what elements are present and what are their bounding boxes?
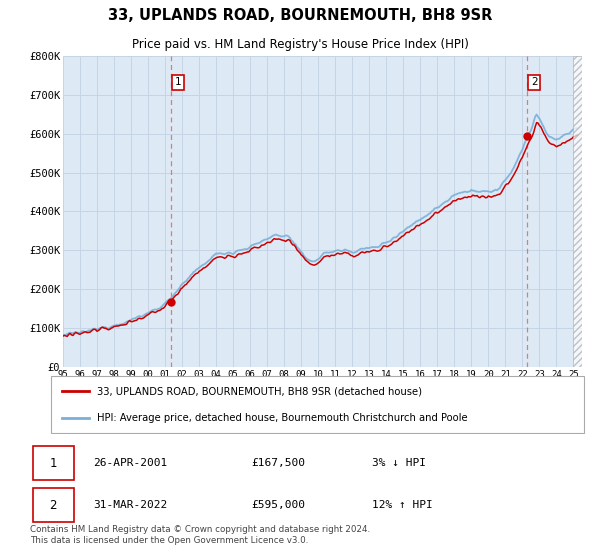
Text: 12% ↑ HPI: 12% ↑ HPI [372,500,433,510]
Text: 3% ↓ HPI: 3% ↓ HPI [372,458,426,468]
Text: 26-APR-2001: 26-APR-2001 [94,458,168,468]
Text: 1: 1 [49,456,57,470]
Polygon shape [574,56,582,367]
Text: Contains HM Land Registry data © Crown copyright and database right 2024.
This d: Contains HM Land Registry data © Crown c… [30,525,370,545]
Text: £167,500: £167,500 [251,458,305,468]
Text: 33, UPLANDS ROAD, BOURNEMOUTH, BH8 9SR (detached house): 33, UPLANDS ROAD, BOURNEMOUTH, BH8 9SR (… [97,386,422,396]
Text: 31-MAR-2022: 31-MAR-2022 [94,500,168,510]
Text: 2: 2 [49,498,57,512]
FancyBboxPatch shape [33,446,74,480]
Text: 1: 1 [175,77,181,87]
FancyBboxPatch shape [50,376,584,433]
Text: 33, UPLANDS ROAD, BOURNEMOUTH, BH8 9SR: 33, UPLANDS ROAD, BOURNEMOUTH, BH8 9SR [108,8,492,23]
FancyBboxPatch shape [33,488,74,522]
Text: HPI: Average price, detached house, Bournemouth Christchurch and Poole: HPI: Average price, detached house, Bour… [97,413,467,423]
Text: 2: 2 [531,77,538,87]
Text: £595,000: £595,000 [251,500,305,510]
Text: Price paid vs. HM Land Registry's House Price Index (HPI): Price paid vs. HM Land Registry's House … [131,38,469,52]
